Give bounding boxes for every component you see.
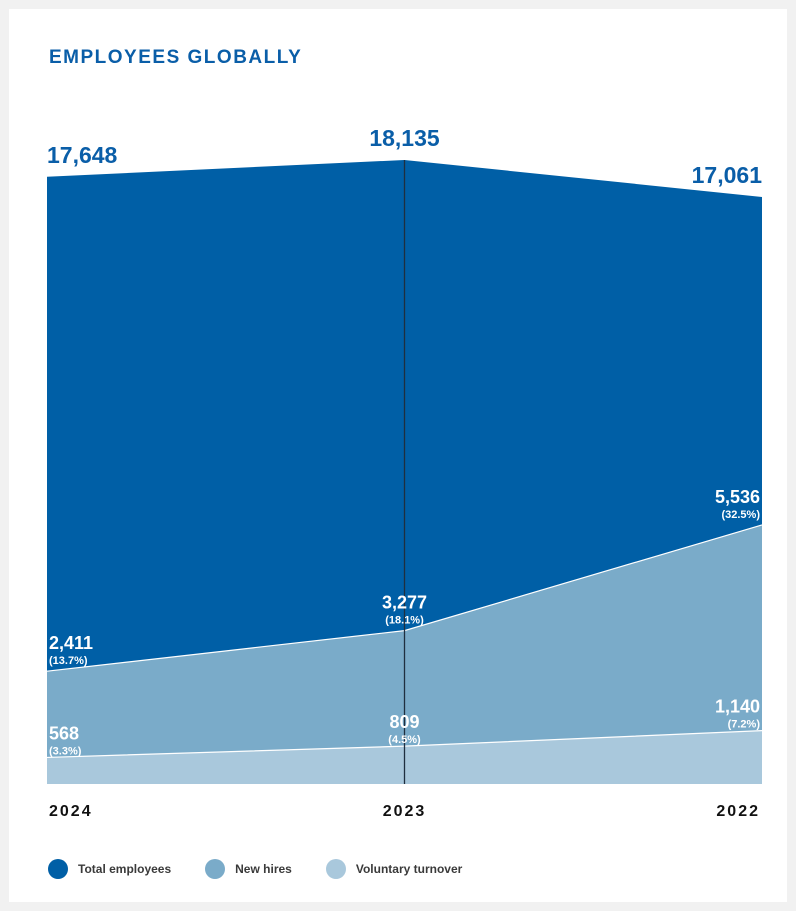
legend-swatch-total-employees bbox=[48, 859, 68, 879]
data-label-voluntary-turnover-2023: 809 bbox=[389, 712, 419, 732]
x-tick-2023: 2023 bbox=[383, 803, 427, 820]
chart-legend: Total employees New hires Voluntary turn… bbox=[48, 859, 496, 879]
x-tick-2022: 2022 bbox=[716, 803, 760, 820]
data-label-total-employees-2022: 17,061 bbox=[692, 162, 763, 188]
pct-label-new-hires-2023: (18.1%) bbox=[385, 615, 424, 627]
data-label-new-hires-2024: 2,411 bbox=[49, 633, 93, 653]
pct-label-voluntary-turnover-2024: (3.3%) bbox=[49, 745, 82, 757]
area-chart: 17,648 18,135 17,061 2,411 (13.7%) 3,277 (18.1… bbox=[46, 125, 763, 820]
legend-item-new-hires: New hires bbox=[205, 859, 292, 879]
data-label-voluntary-turnover-2022: 1,140 bbox=[715, 697, 760, 717]
data-label-total-employees-2023: 18,135 bbox=[369, 125, 440, 151]
data-label-new-hires-2023: 3,277 bbox=[382, 593, 427, 613]
chart-card: EMPLOYEES GLOBALLY 17,648 18,135 17,061 2,4… bbox=[9, 9, 787, 902]
pct-label-voluntary-turnover-2023: (4.5%) bbox=[388, 734, 421, 746]
legend-swatch-new-hires bbox=[205, 859, 226, 879]
pct-label-new-hires-2024: (13.7%) bbox=[49, 655, 88, 667]
pct-label-voluntary-turnover-2022: (7.2%) bbox=[728, 719, 761, 731]
data-label-voluntary-turnover-2024: 568 bbox=[49, 723, 79, 743]
legend-item-voluntary-turnover: Voluntary turnover bbox=[325, 859, 463, 879]
data-label-total-employees-2024: 17,648 bbox=[47, 142, 118, 168]
chart-title: EMPLOYEES GLOBALLY bbox=[49, 47, 303, 68]
legend-swatch-voluntary-turnover bbox=[325, 859, 346, 879]
legend-label-voluntary-turnover: Voluntary turnover bbox=[355, 862, 463, 876]
legend-item-total-employees: Total employees bbox=[48, 859, 171, 879]
x-tick-2024: 2024 bbox=[49, 803, 93, 820]
data-label-new-hires-2022: 5,536 bbox=[715, 487, 760, 507]
pct-label-new-hires-2022: (32.5%) bbox=[721, 509, 760, 521]
legend-label-new-hires: New hires bbox=[235, 862, 292, 876]
legend-label-total-employees: Total employees bbox=[78, 862, 172, 876]
